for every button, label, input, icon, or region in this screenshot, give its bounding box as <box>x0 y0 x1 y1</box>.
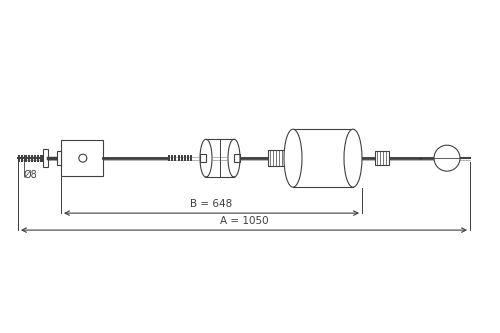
Bar <box>268 150 286 166</box>
Text: 591006: 591006 <box>328 10 402 28</box>
Bar <box>61 140 103 176</box>
Bar <box>200 154 206 162</box>
Text: 24.3728-1006.2: 24.3728-1006.2 <box>120 10 280 28</box>
Bar <box>234 154 240 162</box>
Text: A = 1050: A = 1050 <box>220 216 268 226</box>
Bar <box>171 155 173 161</box>
Bar <box>181 155 183 161</box>
Bar <box>375 151 389 165</box>
Bar <box>18 155 20 162</box>
Bar <box>34 155 36 162</box>
Bar <box>168 155 170 161</box>
Bar <box>178 155 180 161</box>
Text: Ø8: Ø8 <box>24 170 38 180</box>
Polygon shape <box>200 139 212 177</box>
Bar <box>174 155 176 161</box>
Bar <box>21 155 24 162</box>
Circle shape <box>79 154 87 162</box>
Bar <box>190 155 192 161</box>
Bar <box>293 129 353 187</box>
Circle shape <box>434 145 460 171</box>
Ellipse shape <box>284 129 302 187</box>
Bar <box>57 151 61 165</box>
Bar <box>24 155 26 162</box>
Bar <box>31 155 33 162</box>
Bar <box>40 155 42 162</box>
Bar <box>43 149 48 167</box>
Bar <box>37 155 40 162</box>
Text: B = 648: B = 648 <box>190 199 232 209</box>
Polygon shape <box>228 139 240 177</box>
Bar <box>184 155 186 161</box>
Bar <box>187 155 189 161</box>
Ellipse shape <box>344 129 362 187</box>
Bar <box>28 155 30 162</box>
